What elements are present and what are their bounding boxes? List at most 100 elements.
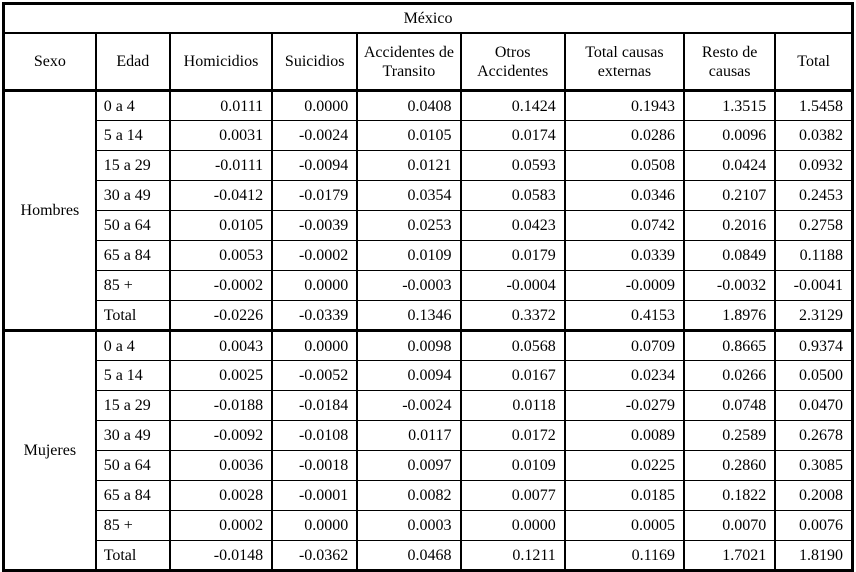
table-row: 85 +0.0002 0.0000 0.0003 0.0000 0.0005 0.0070… <box>4 510 854 541</box>
value-cell: 0.2758 <box>774 210 854 241</box>
table-row: 15 a 29 -0.0188 -0.0184 -0.0024 0.0118 -0.027… <box>4 390 854 421</box>
value-cell: -0.0188 <box>168 390 274 421</box>
value-cell: 0.0053 <box>168 240 274 271</box>
value-cell: 0.0118 <box>459 390 566 421</box>
value-cell: 0.0117 <box>356 420 462 451</box>
value-cell: 0.0121 <box>356 150 462 181</box>
value-cell: 0.0043 <box>168 329 274 361</box>
value-cell: 0.2008 <box>774 480 854 511</box>
value-cell: 0.2589 <box>683 420 777 451</box>
value-cell: 0.0225 <box>563 450 686 481</box>
table-row: Hombres 0 a 4 0.0111 0.0000 0.0408 0.1424 0.19… <box>2 90 854 331</box>
value-cell: 0.0468 <box>356 540 462 571</box>
value-cell: 0.0105 <box>168 210 274 241</box>
table-row: 5 a 14 0.0031 -0.0024 0.0105 0.0174 0.0286 0.0… <box>4 120 854 151</box>
value-cell: -0.0018 <box>271 450 359 481</box>
value-cell: -0.0004 <box>459 270 566 301</box>
value-cell: 0.0932 <box>774 150 854 181</box>
age-group-label: 30 a 49 <box>94 420 171 451</box>
value-cell: -0.0148 <box>168 540 274 571</box>
value-cell: -0.0039 <box>271 210 359 241</box>
value-cell: -0.0412 <box>168 180 274 211</box>
value-cell: 0.0583 <box>459 180 566 211</box>
value-cell: 0.2016 <box>683 210 777 241</box>
value-cell: 0.2678 <box>774 420 854 451</box>
value-cell: 0.8665 <box>683 329 777 361</box>
value-cell: 0.0000 <box>459 510 566 541</box>
value-cell: 0.9374 <box>774 329 854 361</box>
col-header-edad: Edad <box>94 32 171 92</box>
value-cell: 0.0036 <box>168 450 274 481</box>
table-row: 85 + -0.0002 0.0000 -0.0003 -0.0004 -0.0009 -0… <box>4 270 854 301</box>
value-cell: 0.0748 <box>683 390 777 421</box>
table-row: 30 a 49 -0.0092 -0.0108 0.0117 0.0172 0.0089 0… <box>4 420 854 451</box>
value-cell: 0.1211 <box>459 540 566 571</box>
value-cell: 0.1424 <box>459 90 566 121</box>
col-header-accidentes-transito: Accidentes de Transito <box>356 32 462 92</box>
value-cell: 1.5458 <box>774 90 854 121</box>
age-group-label: Total <box>94 540 171 571</box>
value-cell: 0.0000 <box>271 510 359 541</box>
value-cell: 0.0003 <box>356 510 462 541</box>
col-header-total-causas-externas: Total causas externas <box>563 32 686 92</box>
value-cell: 0.0167 <box>459 360 566 391</box>
sex-group-label-mujeres: Mujeres <box>2 329 97 571</box>
value-cell: 0.0742 <box>563 210 686 241</box>
age-group-label: 15 a 29 <box>94 390 171 421</box>
value-cell: -0.0184 <box>271 390 359 421</box>
table-row: Total -0.0148 -0.0362 0.0468 0.1211 0.1169 1.7… <box>4 540 854 571</box>
value-cell: 0.0077 <box>459 480 566 511</box>
value-cell: 0.4153 <box>563 300 686 331</box>
table-row: 50 a 64 0.0036 -0.0018 0.0097 0.0109 0.0225 0.… <box>4 450 854 481</box>
table-row: 65 a 84 0.0053 -0.0002 0.0109 0.0179 0.0339 0.… <box>4 240 854 271</box>
value-cell: 0.0000 <box>271 90 359 121</box>
col-header-sexo: Sexo <box>2 32 97 92</box>
value-cell: 0.0286 <box>563 120 686 151</box>
table-row: 50 a 64 0.0105 -0.0039 0.0253 0.0423 0.0742 0.… <box>4 210 854 241</box>
col-header-homicidios: Homicidios <box>168 32 274 92</box>
value-cell: -0.0001 <box>271 480 359 511</box>
value-cell: 0.1822 <box>683 480 777 511</box>
age-group-label: 65 a 84 <box>94 240 171 271</box>
value-cell: 0.0382 <box>774 120 854 151</box>
value-cell: 0.0105 <box>356 120 462 151</box>
age-group-label: 15 a 29 <box>94 150 171 181</box>
value-cell: 0.2860 <box>683 450 777 481</box>
value-cell: 0.0423 <box>459 210 566 241</box>
sex-group-label-hombres: Hombres <box>2 90 97 331</box>
value-cell: 0.0000 <box>271 270 359 301</box>
table-title: México <box>2 3 854 34</box>
value-cell: -0.0108 <box>271 420 359 451</box>
value-cell: 0.0568 <box>459 329 566 361</box>
value-cell: -0.0052 <box>271 360 359 391</box>
table-body: Hombres 0 a 4 0.0111 0.0000 0.0408 0.1424 0.19… <box>2 90 854 571</box>
value-cell: 0.0076 <box>774 510 854 541</box>
value-cell: -0.0032 <box>683 270 777 301</box>
age-group-label: 65 a 84 <box>94 480 171 511</box>
col-header-suicidios: Suicidios <box>271 32 359 92</box>
value-cell: -0.0092 <box>168 420 274 451</box>
age-group-label: 50 a 64 <box>94 210 171 241</box>
value-cell: 0.0111 <box>168 90 274 121</box>
value-cell: 0.0109 <box>459 450 566 481</box>
value-cell: 0.0253 <box>356 210 462 241</box>
table-row: 5 a 14 0.0025 -0.0052 0.0094 0.0167 0.0234 0.0… <box>4 360 854 391</box>
value-cell: 0.0424 <box>683 150 777 181</box>
value-cell: -0.0279 <box>563 390 686 421</box>
age-group-label: 30 a 49 <box>94 180 171 211</box>
age-group-label: 85 + <box>94 270 171 301</box>
value-cell: 0.0089 <box>563 420 686 451</box>
value-cell: 1.8190 <box>774 540 854 571</box>
value-cell: 0.0339 <box>563 240 686 271</box>
value-cell: -0.0024 <box>356 390 462 421</box>
value-cell: 0.1188 <box>774 240 854 271</box>
value-cell: 0.0070 <box>683 510 777 541</box>
table-row: 15 a 29 -0.0111 -0.0094 0.0121 0.0593 0.0508 0… <box>4 150 854 181</box>
value-cell: 0.0082 <box>356 480 462 511</box>
value-cell: -0.0094 <box>271 150 359 181</box>
age-group-label: 5 a 14 <box>94 120 171 151</box>
value-cell: 0.2107 <box>683 180 777 211</box>
value-cell: 0.0346 <box>563 180 686 211</box>
